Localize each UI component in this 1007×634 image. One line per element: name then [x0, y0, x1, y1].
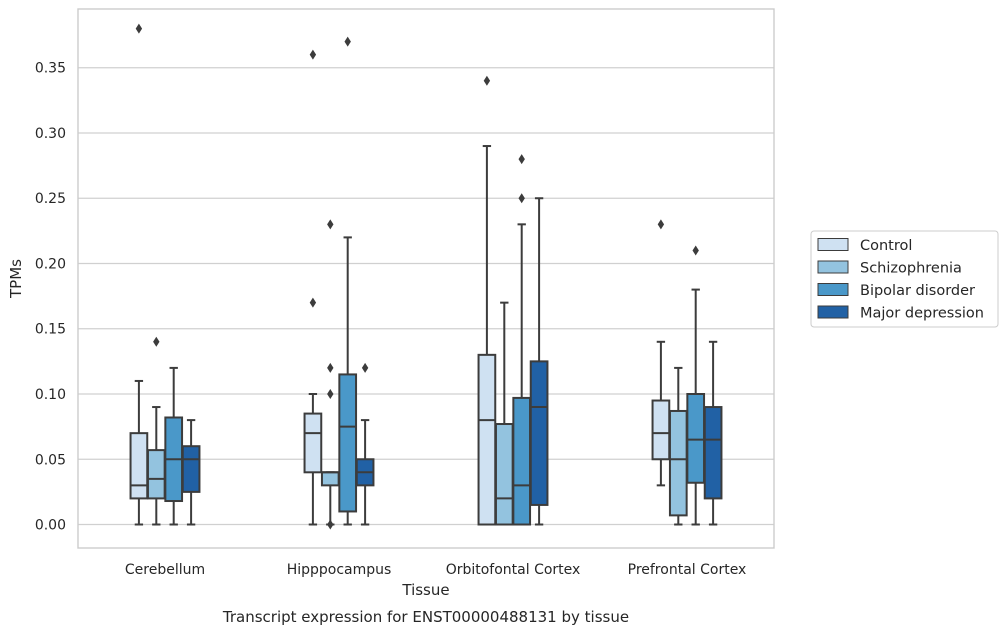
iqr-box — [512, 396, 532, 526]
legend-label: Control — [860, 238, 912, 254]
x-tick-label: Orbitofontal Cortex — [446, 562, 581, 578]
iqr-box — [703, 406, 723, 500]
outlier-point — [309, 49, 317, 60]
box-control — [129, 23, 149, 526]
outlier-point — [657, 219, 665, 230]
legend-swatch — [817, 260, 849, 274]
legend-label: Major depression — [860, 306, 984, 322]
box-control — [303, 49, 323, 526]
outlier-point — [344, 36, 351, 47]
iqr-box — [320, 471, 340, 487]
y-tick-label: 0.15 — [35, 322, 66, 338]
outlier-point — [327, 519, 334, 530]
box-schizophrenia — [146, 336, 166, 526]
legend-item-control: Control — [817, 238, 912, 254]
y-axis-label: TPMs — [7, 259, 25, 299]
outlier-point — [135, 23, 143, 34]
box-control — [477, 75, 497, 526]
iqr-box — [668, 409, 688, 517]
outlier-point — [327, 219, 334, 230]
x-axis-label: Tissue — [401, 581, 449, 599]
figure-caption: Transcript expression for ENST0000048813… — [222, 608, 629, 626]
box-schizophrenia — [494, 301, 514, 526]
y-tick-label: 0.10 — [35, 387, 66, 403]
box-major-depression — [529, 197, 549, 526]
x-tick-label: Hipppocampus — [287, 562, 392, 578]
y-tick-label: 0.25 — [35, 191, 66, 207]
box-schizophrenia — [668, 366, 688, 526]
legend-item-schizophrenia: Schizophrenia — [817, 260, 962, 277]
box-schizophrenia — [320, 219, 340, 530]
box-major-depression — [355, 362, 375, 526]
legend-label: Bipolar disorder — [860, 283, 975, 299]
x-tick-labels: Cerebellum Hipppocampus Orbitofontal Corte… — [125, 562, 746, 578]
outlier-point — [361, 362, 369, 373]
legend-swatch — [817, 238, 849, 251]
y-tick-label: 0.20 — [35, 256, 66, 272]
outlier-point — [327, 389, 334, 399]
legend-swatch — [817, 283, 849, 296]
boxes — [129, 23, 723, 530]
box-bipolar-disorder — [512, 154, 532, 526]
legend-item-bipolar-disorder: Bipolar disorder — [817, 283, 975, 299]
box-bipolar-disorder — [164, 366, 184, 526]
iqr-box — [146, 449, 166, 500]
outlier-point — [309, 297, 317, 308]
outlier-point — [327, 362, 334, 373]
box-major-depression — [703, 340, 723, 526]
y-tick-labels: 0.00 0.05 0.10 0.15 0.20 0.25 0.30 0.35 — [35, 61, 66, 534]
y-tick-label: 0.30 — [35, 126, 66, 142]
iqr-box — [651, 399, 671, 461]
legend: Control Schizophrenia Bipolar disorder Majo… — [810, 230, 999, 328]
iqr-box — [686, 393, 706, 484]
iqr-box — [529, 360, 549, 506]
box-bipolar-disorder — [686, 245, 706, 526]
y-tick-label: 0.00 — [35, 518, 66, 534]
outlier-point — [518, 154, 525, 165]
x-tick-label: Cerebellum — [125, 562, 205, 578]
box-bipolar-disorder — [338, 36, 358, 526]
legend-item-major-depression: Major depression — [817, 305, 984, 322]
iqr-box — [494, 423, 514, 526]
iqr-box — [181, 445, 201, 493]
outlier-point — [518, 193, 525, 204]
y-tick-label: 0.35 — [35, 61, 66, 77]
legend-frame — [810, 230, 999, 328]
iqr-box — [477, 353, 497, 526]
x-tick-label: Prefrontal Cortex — [628, 562, 747, 578]
outlier-point — [692, 245, 699, 256]
y-tick-label: 0.05 — [35, 452, 66, 468]
legend-label: Schizophrenia — [860, 261, 962, 277]
iqr-box — [338, 373, 358, 513]
outlier-point — [483, 75, 491, 86]
outlier-point — [153, 336, 160, 347]
iqr-box — [303, 412, 323, 474]
box-control — [651, 219, 671, 487]
iqr-box — [129, 432, 149, 500]
box-major-depression — [181, 419, 201, 526]
plot-frame — [77, 8, 775, 549]
legend-swatch — [817, 305, 849, 319]
